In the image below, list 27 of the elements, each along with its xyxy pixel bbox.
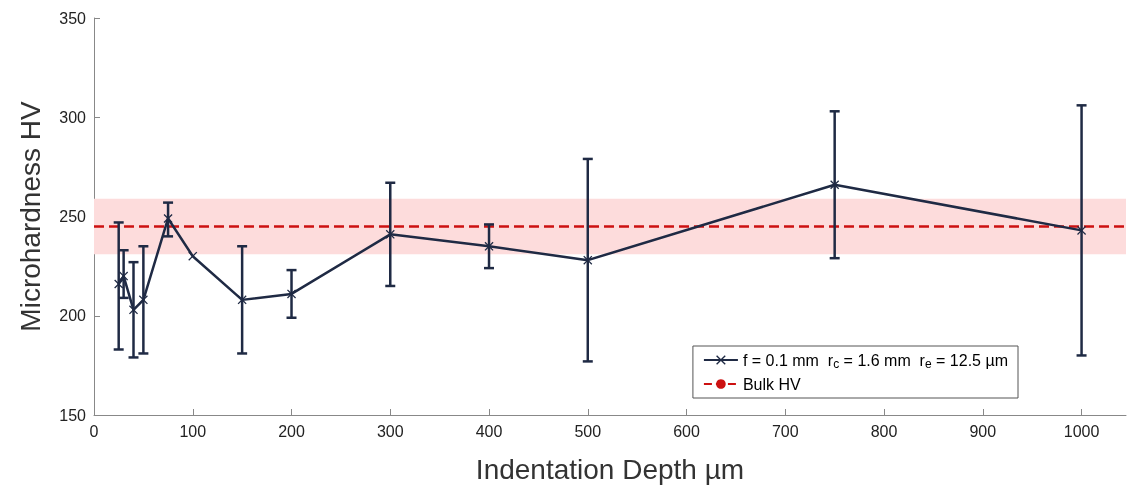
- point: [287, 289, 297, 299]
- point: [385, 229, 395, 239]
- point: [138, 295, 148, 305]
- legend-label: Bulk HV: [742, 375, 802, 393]
- x-tick-label: 400: [475, 422, 503, 440]
- x-tick-label: 900: [969, 422, 997, 440]
- y-axis-title: Microhardness HV: [14, 101, 46, 332]
- x-tick-label: 1000: [1063, 422, 1100, 440]
- point: [114, 279, 124, 289]
- x-axis-title: Indentation Depth µm: [475, 453, 745, 485]
- y-tick-label: 200: [59, 307, 87, 325]
- y-tick-label: 250: [59, 208, 87, 225]
- x-tick-label: 500: [574, 422, 602, 440]
- x-tick-label: 800: [870, 422, 898, 440]
- y-tick-label: 300: [59, 108, 87, 126]
- x-tick-label: 0: [89, 422, 99, 440]
- point: [484, 241, 494, 251]
- y-tick-label: 150: [59, 406, 87, 424]
- point: [129, 305, 138, 315]
- point: [163, 213, 173, 223]
- point: [119, 271, 129, 281]
- x-tick-label: 100: [179, 422, 207, 440]
- y-tick-label: 350: [59, 9, 87, 27]
- x-tick-label: 600: [673, 422, 700, 440]
- x-tick-label: 700: [771, 422, 799, 440]
- x-tick-label: 300: [376, 422, 404, 440]
- x-tick-label: 200: [278, 422, 305, 440]
